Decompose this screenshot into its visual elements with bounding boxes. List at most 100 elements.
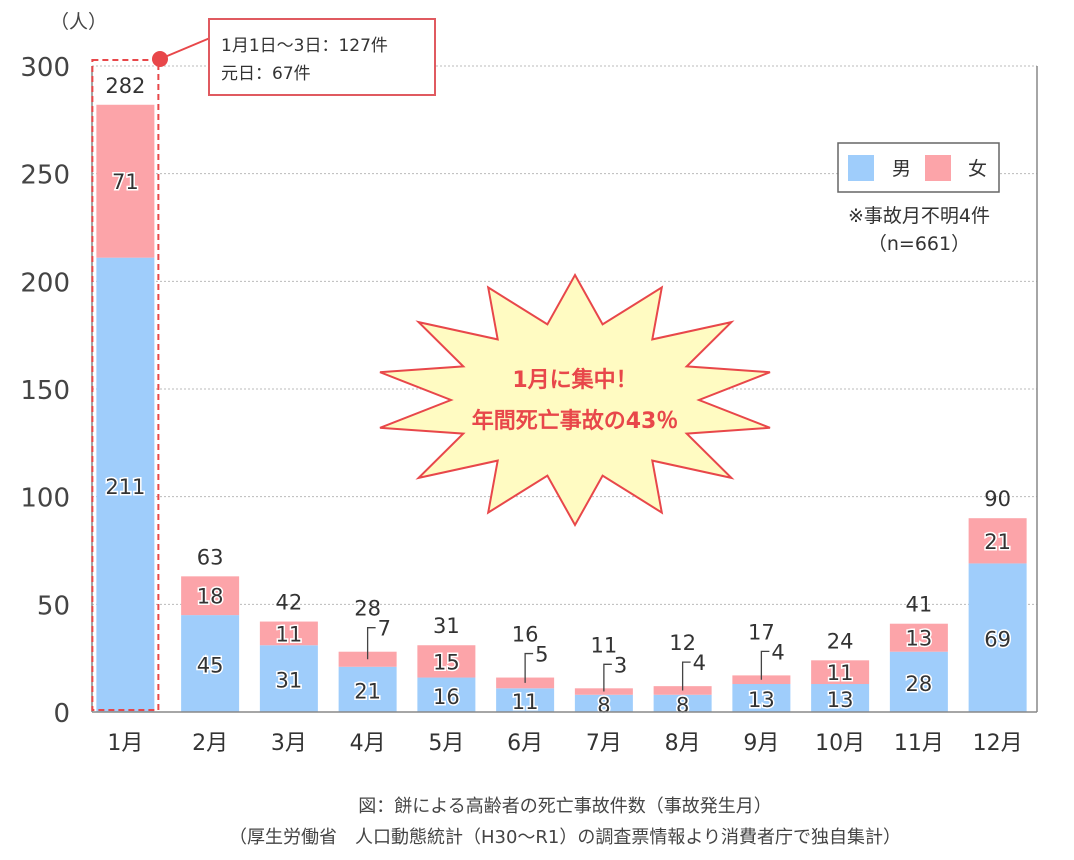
legend-label-male: 男 [892,158,911,180]
highlight-line-1: 1月に集中！ [512,367,637,393]
bar-male [968,563,1027,712]
data-label-male: 13 [748,688,775,712]
bar-female [811,660,870,685]
leader-line [524,652,534,683]
bar-male [96,257,155,712]
caption-line-2: （厚生労働省 人口動態統計（H30～R1）の調査票情報より消費者庁で独自集計） [229,827,901,848]
y-tick-label: 150 [20,376,70,406]
bar-female [889,623,948,652]
total-label: 42 [276,591,303,615]
bar-male [732,684,791,712]
bars: 2117128245186331114221728161531115168311… [91,59,1027,719]
x-tick-label: 3月 [271,731,307,756]
data-label-female: 5 [535,643,548,667]
bar-male [181,615,240,712]
bar-male [496,688,555,712]
x-tick-label: 12月 [973,731,1023,756]
leader-line [366,627,376,660]
bar-male [259,645,318,712]
data-label-male: 211 [105,475,145,499]
data-label-male: 21 [354,679,381,703]
y-tick-label: 250 [20,161,70,191]
x-axis: 1月 2月 3月 4月 5月 6月 7月 8月 9月 10月 11月 12月 [92,711,1037,756]
total-label: 41 [906,593,933,617]
data-label-male: 16 [433,685,460,709]
y-unit-label: （人） [50,11,107,33]
x-tick-label: 10月 [815,731,865,756]
callout-dot [152,51,168,67]
data-label-male: 69 [984,628,1011,652]
data-label-male: 45 [197,654,224,678]
total-label: 11 [591,633,618,657]
x-tick-label: 1月 [107,731,143,756]
x-tick-label: 4月 [350,731,386,756]
bar-female [417,645,476,678]
bar-female [259,621,318,646]
y-tick-label: 200 [20,268,70,298]
y-tick-label: 0 [53,699,70,729]
callout-line-2: 元日：67件 [221,64,311,84]
legend-label-female: 女 [968,158,987,180]
data-label-male: 13 [827,688,854,712]
data-label-female: 4 [693,651,706,675]
data-label-female: 71 [112,170,139,194]
y-tick-label: 50 [37,591,70,621]
data-label-female: 18 [197,585,224,609]
total-label: 12 [669,631,696,655]
data-label-female: 21 [984,530,1011,554]
x-tick-label: 8月 [665,731,701,756]
bar-female [96,104,155,258]
total-label: 282 [105,74,145,98]
total-label: 24 [827,629,854,653]
x-tick-label: 7月 [586,731,622,756]
x-tick-label: 5月 [428,731,464,756]
callout: 1月1日～3日：127件 元日：67件 [152,18,436,96]
data-label-male: 28 [906,672,933,696]
total-label: 63 [197,545,224,569]
data-label-female: 11 [827,661,854,685]
total-label: 17 [748,620,775,644]
data-label-female: 4 [771,640,784,664]
legend-swatch-male [848,155,874,181]
note-line-2: （n=661） [868,233,970,255]
total-label: 16 [512,623,539,647]
data-label-male: 31 [276,669,303,693]
bar-female [181,576,240,616]
note-line-1: ※事故月不明4件 [848,205,990,227]
legend: 男 女 [837,142,1000,193]
x-tick-label: 9月 [743,731,779,756]
bar-male [811,684,870,712]
highlight-starburst: 1月に集中！ 年間死亡事故の43％ [379,272,771,528]
leader-line [681,661,691,691]
bar-male [338,666,397,712]
bar-male [417,677,476,712]
y-axis: （人） 0 50 100 150 200 250 300 [20,11,1038,729]
bar-female [496,677,555,689]
legend-swatch-female [925,155,951,181]
bar-male [653,694,712,712]
data-label-male: 11 [512,690,539,714]
x-tick-label: 6月 [507,731,543,756]
leader-line [760,650,770,680]
caption-line-1: 図：餅による高齢者の死亡事故件数（事故発生月） [358,796,771,817]
total-label: 28 [354,597,381,621]
data-label-female: 13 [906,627,933,651]
data-label-male: 8 [676,693,689,717]
data-label-female: 3 [614,653,627,677]
y-tick-label: 100 [20,484,70,514]
total-label: 31 [433,614,460,638]
x-tick-label: 11月 [894,731,944,756]
total-label: 90 [984,487,1011,511]
data-label-female: 15 [433,650,460,674]
bar-male [574,694,633,712]
bar-male [889,651,948,712]
bar-female [968,518,1027,564]
x-tick-label: 2月 [192,731,228,756]
january-highlight-box [91,59,160,711]
callout-line-1: 1月1日～3日：127件 [221,36,388,56]
data-label-female: 7 [378,617,391,641]
leader-line [603,663,612,692]
y-tick-label: 300 [20,53,70,83]
data-label-female: 11 [276,622,303,646]
